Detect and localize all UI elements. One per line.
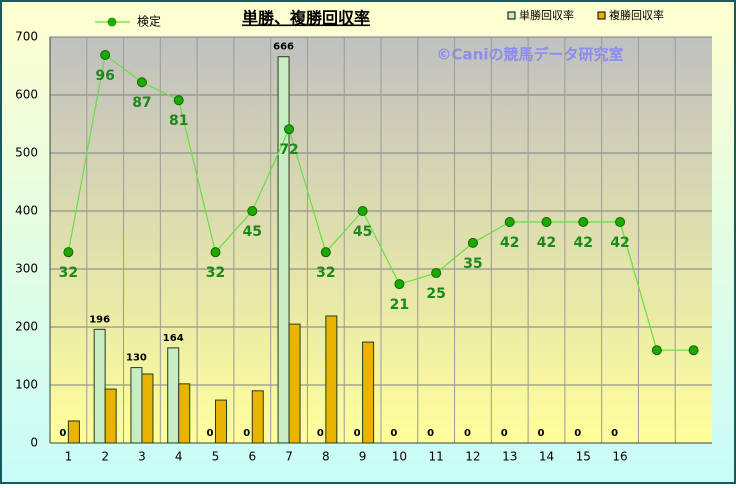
line-marker [688,345,699,356]
bar-value-label: 0 [574,428,581,439]
x-tick-label: 10 [392,450,407,464]
y-tick-label: 300 [15,262,38,276]
line [67,53,694,351]
bar-value-label: 164 [163,333,184,344]
x-tick-label: 1 [65,450,73,464]
bar-value-label: 0 [390,428,397,439]
x-tick-label: 16 [612,450,627,464]
point-label: 42 [574,235,593,251]
x-tick-label: 7 [285,450,293,464]
legend-label: 検定 [137,14,161,29]
point-label: 42 [610,235,629,251]
point-label: 42 [500,235,519,251]
bar [325,315,338,444]
point-label: 35 [463,256,482,272]
bar-value-label: 0 [611,428,618,439]
bar-value-label: 666 [273,42,294,53]
y-tick-label: 700 [15,30,38,44]
point-label: 45 [353,224,372,240]
point-label: 25 [426,286,445,302]
line-marker [247,206,258,216]
x-tick-label: 14 [539,450,554,464]
legend-label: 複勝回収率 [609,8,664,22]
line-marker [284,124,295,135]
line-marker [100,49,111,60]
line-marker [173,95,184,106]
point-label: 45 [243,224,262,240]
bar [130,367,143,444]
point-label: 87 [132,95,151,111]
y-tick-label: 600 [15,88,38,102]
bar [362,341,375,444]
bar-value-label: 0 [317,428,324,439]
line-marker [136,77,147,88]
y-tick-label: 200 [15,320,38,334]
line-marker [431,268,442,279]
bar [141,373,154,444]
legend-swatch [597,11,606,20]
point-label: 96 [95,68,114,84]
x-tick-label: 11 [429,450,444,464]
bar-value-label: 196 [89,314,110,325]
point-label: 42 [537,235,556,251]
bar [277,56,290,444]
line-marker [210,247,221,258]
bar [104,388,117,444]
bar-value-label: 0 [501,428,508,439]
x-tick-label: 5 [212,450,220,464]
y-tick-label: 500 [15,146,38,160]
bar [67,420,80,444]
point-label: 32 [59,265,78,281]
bar [167,347,180,444]
bar-value-label: 130 [126,353,147,364]
y-tick-label: 0 [30,436,38,450]
line-marker [615,217,626,228]
x-tick-label: 4 [175,450,183,464]
line-marker [63,247,74,258]
x-tick-label: 9 [359,450,367,464]
line-marker [651,345,662,356]
point-label: 81 [169,113,188,129]
point-label: 72 [279,142,298,158]
x-tick-label: 13 [502,450,517,464]
chart-title: 単勝、複勝回収率 [242,9,370,28]
x-tick-label: 12 [465,450,480,464]
bar-value-label: 0 [207,428,214,439]
bar-value-label: 0 [59,428,66,439]
line-marker [467,237,478,248]
x-tick-label: 3 [138,450,146,464]
legend-label: 単勝回収率 [519,8,574,22]
bar [251,390,264,444]
legend-swatch [507,11,516,20]
x-tick-label: 15 [576,450,591,464]
bar-value-label: 0 [243,428,250,439]
x-tick-label: 8 [322,450,330,464]
line-marker [578,217,589,228]
bar-value-label: 0 [538,428,545,439]
y-tick-label: 100 [15,378,38,392]
line-marker [357,206,368,216]
x-tick-label: 2 [101,450,109,464]
line-marker [504,217,515,228]
bar-value-label: 0 [464,428,471,439]
point-label: 32 [316,265,335,281]
watermark: ©Caniの競馬データ研究室 [437,46,624,64]
bar-value-label: 0 [427,428,434,439]
x-tick-label: 6 [248,450,256,464]
legend-marker [107,17,117,27]
point-label: 32 [206,265,225,281]
line-marker [320,247,331,258]
point-label: 21 [390,297,409,313]
bar-value-label: 0 [354,428,361,439]
line-marker [394,279,405,290]
bar [178,383,191,444]
bar [93,328,106,444]
line-marker [541,217,552,228]
y-tick-label: 400 [15,204,38,218]
bar [288,323,301,444]
bar [215,399,227,444]
